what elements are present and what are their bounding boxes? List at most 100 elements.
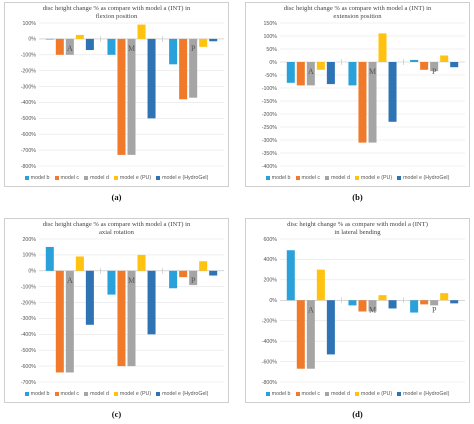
y-tick-label: -700% xyxy=(21,148,37,154)
y-tick-label: -600% xyxy=(21,132,37,138)
legend-label: model d xyxy=(331,391,350,397)
bar xyxy=(368,62,377,143)
legend-label: model e (PU) xyxy=(360,391,393,397)
bar xyxy=(85,38,94,51)
bar xyxy=(117,38,126,155)
chart-caption: (a) xyxy=(111,192,122,202)
legend-item: model e (HydroGel) xyxy=(156,391,208,397)
legend-label: model c xyxy=(60,391,80,397)
legend-label: model e (HydroGel) xyxy=(162,391,209,397)
bar xyxy=(199,38,208,47)
group-label: M xyxy=(369,67,376,76)
legend-swatch xyxy=(24,392,29,396)
legend-label: model e (PU) xyxy=(119,391,152,397)
y-tick-label: -300% xyxy=(262,138,278,144)
legend-item: model d xyxy=(325,175,350,181)
y-tick-label: -100% xyxy=(21,53,37,59)
legend-swatch xyxy=(84,392,89,396)
y-tick-label: 100% xyxy=(22,253,36,259)
bar xyxy=(209,38,218,42)
legend-label: model e (HydroGel) xyxy=(403,175,450,181)
legend-swatch xyxy=(325,392,330,396)
bar xyxy=(420,300,429,305)
y-tick-label: -300% xyxy=(21,84,37,90)
group-label: M xyxy=(128,276,135,285)
bar xyxy=(306,300,315,369)
bar xyxy=(137,24,146,39)
legend-swatch xyxy=(156,176,161,180)
bar xyxy=(127,38,136,155)
legend-label: model c xyxy=(301,175,321,181)
bar xyxy=(440,293,449,301)
y-tick-label: -200% xyxy=(262,112,278,118)
legend-swatch xyxy=(156,392,161,396)
legend-item: model e (PU) xyxy=(354,175,393,181)
y-tick-label: -250% xyxy=(262,125,278,131)
bar xyxy=(450,300,459,304)
group-label: P xyxy=(432,305,437,314)
bar xyxy=(430,300,439,306)
legend-item: model c xyxy=(295,175,321,181)
legend-label: model d xyxy=(331,175,350,181)
bar xyxy=(378,33,387,62)
bar xyxy=(45,246,54,271)
legend-item: model b xyxy=(24,391,50,397)
bar xyxy=(107,38,116,55)
legend-swatch xyxy=(54,176,59,180)
chart-plot: 100% 0% -100% -200% -300% -400% -500% -600% -700… xyxy=(21,21,224,170)
y-tick-label: -800% xyxy=(262,380,278,386)
group-label: A xyxy=(308,305,314,314)
bar xyxy=(388,300,397,309)
y-tick-label: -100% xyxy=(21,284,37,290)
y-tick-label: -400% xyxy=(21,332,37,338)
legend-item: model e (HydroGel) xyxy=(397,175,449,181)
legend-label: model b xyxy=(271,391,291,397)
legend-label: model b xyxy=(30,175,50,181)
legend-item: model d xyxy=(325,391,350,397)
bar xyxy=(358,300,367,312)
y-tick-label: 600% xyxy=(263,237,277,243)
y-tick-label: 100% xyxy=(22,21,36,27)
legend-label: model e (PU) xyxy=(360,175,393,181)
bar xyxy=(169,38,178,65)
bar xyxy=(430,62,439,72)
bar xyxy=(358,62,367,143)
chart-panel-a: disc height change % as compare with mod… xyxy=(4,2,229,187)
y-tick-label: 200% xyxy=(22,237,36,243)
legend-label: model b xyxy=(30,391,50,397)
legend-swatch xyxy=(354,392,359,396)
bar xyxy=(189,38,198,98)
legend-item: model e (PU) xyxy=(113,391,152,397)
y-tick-label: 0% xyxy=(28,269,36,275)
y-tick-label: -600% xyxy=(21,364,37,370)
bar xyxy=(209,270,218,276)
chart-legend: model b model c model d model e (PU) model e… xyxy=(5,175,228,181)
y-tick-label: -400% xyxy=(21,100,37,106)
legend-swatch xyxy=(113,176,118,180)
y-tick-label: 150% xyxy=(263,21,277,27)
y-tick-label: -200% xyxy=(21,68,37,74)
legend-item: model b xyxy=(265,175,291,181)
legend-item: model e (HydroGel) xyxy=(397,391,449,397)
chart-legend: model b model c model d model e (PU) model e… xyxy=(5,391,228,397)
legend-label: model d xyxy=(90,175,109,181)
chart-panel-c: disc height change % as compare with mod… xyxy=(4,218,229,403)
legend-item: model d xyxy=(84,391,109,397)
y-tick-label: -350% xyxy=(262,151,278,157)
group-label: A xyxy=(67,44,73,53)
bar xyxy=(286,250,295,301)
bar xyxy=(65,270,74,373)
bar xyxy=(117,270,126,367)
bar xyxy=(440,55,449,62)
legend-swatch xyxy=(84,176,89,180)
chart-title: disc height change % as compare with mod… xyxy=(283,5,432,20)
bar xyxy=(147,38,156,119)
chart-title: disc height change % as compare with mod… xyxy=(42,5,191,20)
bar xyxy=(55,38,64,55)
bar xyxy=(65,38,74,55)
y-tick-label: 400% xyxy=(263,257,277,263)
y-tick-label: -800% xyxy=(21,164,37,170)
legend-item: model c xyxy=(54,175,79,181)
y-tick-label: 50% xyxy=(266,47,277,53)
bar xyxy=(169,270,178,289)
